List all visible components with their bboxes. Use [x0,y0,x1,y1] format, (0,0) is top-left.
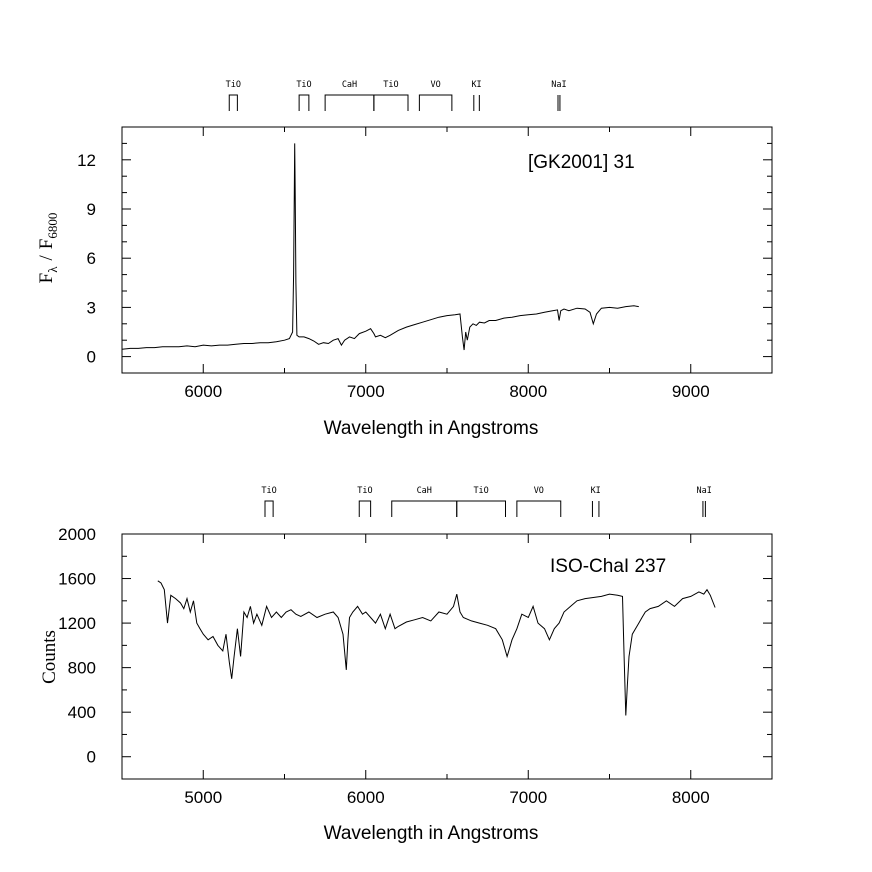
panel-2-y-axis-title: Counts [39,630,60,684]
panel-1-annotation: [GK2001] 31 [528,152,635,173]
x-tick-label: 7000 [509,788,547,807]
y-tick-label: 0 [87,748,96,767]
panel-2-ticks [121,533,773,780]
y-tick-label: 9 [87,200,96,219]
panel-1-plot-frame [121,126,773,374]
band-bracket [324,94,375,111]
band-bracket [228,94,238,111]
band-bracket [418,94,453,111]
x-tick-label: 8000 [672,788,710,807]
panel-2-tick-labels: 5000 6000 7000 8000 0 400 800 1200 1600 2000 [58,525,709,807]
band-label: TiO [357,486,372,496]
y-tick-label: 1200 [58,614,96,633]
x-tick-label: 8000 [509,382,547,401]
band-bracket [298,94,310,111]
y-tick-label: 0 [87,348,96,367]
y-title-6800: 6800 [45,213,60,239]
y-title-f-ref: F [36,239,57,250]
y-title-lambda: λ [45,266,60,273]
band-label: KI [471,80,481,90]
band-bracket [456,500,506,517]
y-tick-label: 12 [77,151,96,170]
panel-1-x-axis-title: Wavelength in Angstroms [324,418,539,439]
x-tick-label: 7000 [347,382,385,401]
band-label: TiO [226,80,241,90]
x-tick-label: 6000 [347,788,385,807]
y-tick-label: 800 [68,659,96,678]
panel-1-tick-labels: 6000 7000 8000 9000 0 3 6 9 12 [77,151,710,401]
y-tick-label: 1600 [58,570,96,589]
band-bracket [391,500,458,517]
y-tick-label: 3 [87,298,96,317]
panel-2-band-labels: TiO TiO CaH TiO VO KI NaI [261,486,712,517]
panel-2-plot-frame [121,533,773,780]
y-title-slash: / [36,254,57,260]
band-bracket [264,500,274,517]
panel-gk2001-31: TiO TiO CaH TiO VO KI NaI 6000 7000 8000 9000 0 3 6 9… [36,80,773,439]
y-tick-label: 400 [68,703,96,722]
band-label: KI [591,486,601,496]
band-label: VO [431,80,441,90]
svg-text:Fλ/F6800: Fλ/F6800 [36,213,60,284]
band-label: CaH [417,486,432,496]
panel-2-x-axis-title: Wavelength in Angstroms [324,823,539,844]
band-label: CaH [342,80,357,90]
panel-iso-chai-237: TiO TiO CaH TiO VO KI NaI 5000 6000 7000 8000 0 400… [39,486,773,844]
y-tick-label: 2000 [58,525,96,544]
band-label: NaI [551,80,566,90]
band-label: VO [534,486,544,496]
band-label: NaI [696,486,711,496]
x-tick-label: 5000 [184,788,222,807]
panel-1-y-axis-title: Fλ/F6800 [36,213,60,284]
x-tick-label: 9000 [672,382,710,401]
band-label: TiO [473,486,488,496]
panel-1-ticks [121,126,773,374]
x-tick-label: 6000 [184,382,222,401]
band-label: TiO [383,80,398,90]
panel-2-spectrum-line [157,580,716,716]
band-bracket [516,500,562,517]
band-label: TiO [261,486,276,496]
y-title-f: F [36,273,57,284]
panel-1-spectrum-line [121,143,639,351]
band-label: TiO [296,80,311,90]
y-tick-label: 6 [87,249,96,268]
band-bracket [373,94,409,111]
band-bracket [358,500,372,517]
panel-2-annotation: ISO-ChaI 237 [550,556,666,577]
panel-1-band-labels: TiO TiO CaH TiO VO KI NaI [226,80,567,111]
